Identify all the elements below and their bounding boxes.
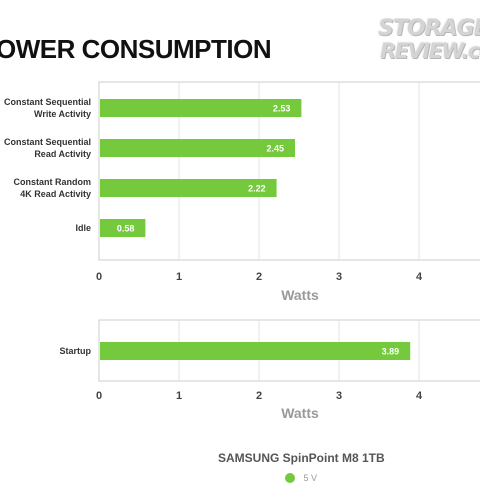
chart2-tick-label-2: 2 — [256, 390, 262, 402]
chart2-tick-label-0: 0 — [96, 390, 102, 402]
chart2-tick-label-3: 3 — [336, 390, 342, 402]
chart1-tick-label-4: 4 — [416, 271, 423, 283]
chart1-value-label-0: 2.53 — [273, 104, 291, 114]
chart1-tick-label-3: 3 — [336, 271, 342, 283]
chart1-category-label-1-line-1: Read Activity — [34, 149, 91, 159]
chart1-category-label-2-line-0: Constant Random — [14, 177, 92, 187]
chart1-bar-2 — [100, 179, 277, 197]
chart1-bar-1 — [100, 139, 295, 157]
chart2-value-label-0: 3.89 — [382, 347, 400, 357]
chart2-x-axis-label: Watts — [281, 405, 319, 421]
chart1-bar-3 — [100, 219, 146, 237]
legend-label: 5 V — [303, 472, 317, 483]
chart1-category-label-3-line-0: Idle — [75, 223, 91, 233]
chart1-bar-0 — [100, 99, 302, 117]
chart1-category-label-0-line-1: Write Activity — [34, 109, 91, 119]
chart1-category-label-2-line-1: 4K Read Activity — [20, 189, 91, 199]
chart1-value-label-2: 2.22 — [248, 184, 266, 194]
chart1-value-label-3: 0.58 — [117, 224, 135, 234]
chart2-tick-label-4: 4 — [416, 390, 423, 402]
chart2-bar-0 — [100, 342, 411, 360]
chart1-tick-label-2: 2 — [256, 271, 262, 283]
chart2-category-label-0-line-0: Startup — [60, 346, 92, 356]
legend-swatch — [285, 472, 295, 483]
logo-text-line-1: STORAGE — [378, 18, 480, 41]
chart1-tick-label-1: 1 — [176, 271, 182, 283]
chart1-x-axis-label: Watts — [281, 287, 319, 303]
chart2-tick-label-1: 1 — [176, 390, 182, 402]
page-title: OWER CONSUMPTION — [0, 34, 272, 64]
chart1-frame — [98, 81, 480, 261]
storagereview-logo: STORAGE REVIEW.co — [378, 18, 480, 66]
chart1-category-label-0-line-0: Constant Sequential — [4, 97, 91, 107]
chart2-frame — [98, 319, 480, 382]
chart1-tick-label-0: 0 — [96, 271, 102, 283]
chart1-value-label-1: 2.45 — [266, 144, 284, 154]
legend-title: SAMSUNG SpinPoint M8 1TB — [218, 451, 385, 465]
logo-text-line-2: REVIEW.co — [380, 39, 480, 63]
legend-item-5v: 5 V — [285, 469, 317, 487]
chart1-category-label-1-line-0: Constant Sequential — [4, 137, 91, 147]
